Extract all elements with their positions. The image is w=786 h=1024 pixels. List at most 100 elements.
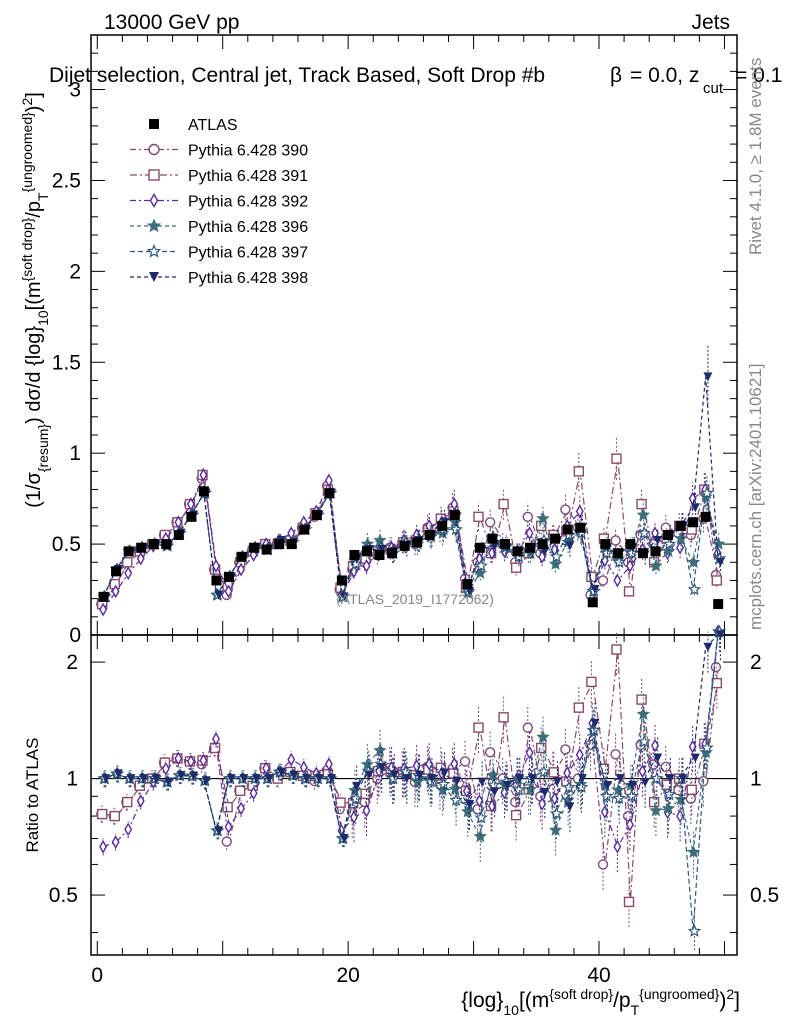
cut-params-value: = 0.1 (735, 64, 782, 87)
ratio-point (109, 810, 120, 822)
ratio-y-tick-label-right: 2 (750, 651, 762, 674)
series-point (473, 511, 484, 523)
ratio-point (465, 799, 475, 809)
atlas-point (600, 539, 611, 550)
atlas-point (462, 579, 473, 590)
ratio-point (523, 782, 538, 796)
series-point (653, 535, 663, 545)
series-point (124, 566, 133, 581)
cut-params-subscript: cut (703, 80, 724, 97)
series-point (586, 571, 597, 583)
ratio-point (113, 769, 123, 779)
atlas-point (336, 575, 347, 586)
ratio-point (212, 731, 220, 746)
ratio-point (690, 753, 700, 763)
atlas-point (198, 486, 209, 497)
ratio-point (335, 797, 346, 808)
ratio-point (487, 799, 496, 813)
atlas-point (562, 524, 573, 535)
atlas-point (575, 522, 586, 533)
legend-marker (148, 169, 160, 181)
ratio-point (414, 770, 424, 780)
ratio-point (612, 791, 626, 805)
atlas-point (512, 546, 523, 557)
atlas-point (625, 539, 636, 550)
legend-label: Pythia 6.428 396 (188, 219, 308, 236)
ratio-point (249, 786, 258, 801)
ratio-point (515, 774, 525, 784)
ratio-point (678, 774, 688, 784)
atlas-point (637, 548, 648, 559)
atlas-point (424, 530, 435, 540)
series-point (715, 557, 725, 567)
ratio-point (575, 747, 584, 762)
series-point (377, 545, 387, 555)
atlas-point (675, 520, 686, 531)
ratio-point (552, 777, 562, 787)
ratio-point (649, 803, 663, 817)
atlas-point (186, 511, 197, 522)
ratio-point (611, 644, 622, 655)
series-point (623, 586, 635, 597)
y-tick-label: 2 (69, 260, 81, 283)
series-point (339, 592, 349, 602)
main-y-axis-label: (1/σ{resum}) dσ/d {log}10[(m{soft drop}/… (19, 92, 51, 508)
ratio-point (459, 756, 471, 767)
ratio-point (625, 817, 634, 832)
ratio-point (700, 740, 714, 754)
series-point (590, 585, 600, 595)
legend-item-5: Pythia 6.428 396 (130, 218, 308, 236)
atlas-point (274, 539, 285, 550)
series-point (700, 486, 714, 499)
series-point (599, 546, 614, 559)
legend-label: Pythia 6.428 397 (188, 245, 308, 262)
series-point (649, 558, 663, 572)
series-point (612, 555, 626, 568)
ratio-point (224, 820, 233, 834)
series-point (224, 584, 233, 599)
series-point (525, 526, 534, 541)
series-atlas (98, 485, 724, 610)
ratio-point (164, 777, 174, 787)
y-tick-label: 0.5 (52, 533, 81, 556)
ratio-point (122, 796, 133, 808)
rivet-label: Rivet 4.1.0, ≥ 1.8M events (746, 58, 765, 255)
ratio-point (189, 771, 199, 781)
ratio-point (486, 768, 500, 782)
series-point (498, 498, 509, 510)
atlas-point (286, 539, 297, 550)
atlas-point (612, 548, 623, 559)
plot-title: Dijet selection, Central jet, Track Base… (49, 64, 545, 87)
ratio-point (525, 745, 534, 760)
series-point (548, 557, 563, 570)
ratio-point (324, 757, 333, 772)
atlas-point (261, 544, 272, 555)
ratio-point (613, 839, 622, 854)
ratio-point (636, 707, 651, 720)
ratio-point (477, 777, 487, 787)
beta-symbol: β (610, 64, 622, 87)
atlas-point (161, 539, 172, 550)
process-label: Jets (691, 11, 730, 34)
ratio-point (662, 787, 677, 801)
ratio-point (461, 804, 475, 818)
series-point (536, 511, 550, 525)
series-point (611, 453, 622, 464)
series-point (449, 522, 463, 536)
ratio-point (251, 774, 261, 784)
ratio-point (201, 776, 211, 786)
ratio-point (687, 924, 702, 937)
series-point (465, 586, 475, 596)
legend: ATLAS Pythia 6.428 390 Pythia 6.428 391 Pyt… (130, 117, 308, 287)
ratio-point (473, 722, 484, 733)
ratio-point (186, 754, 195, 769)
ratio-point (610, 749, 621, 760)
y-tick-label: 0 (69, 624, 81, 647)
ratio-point (502, 780, 512, 790)
atlas-point (236, 551, 247, 562)
x-tick-label: 40 (587, 964, 610, 987)
atlas-point (499, 539, 510, 550)
ratio-point (548, 767, 559, 778)
ratio-point (199, 753, 208, 768)
ratio-series-line (103, 667, 719, 865)
